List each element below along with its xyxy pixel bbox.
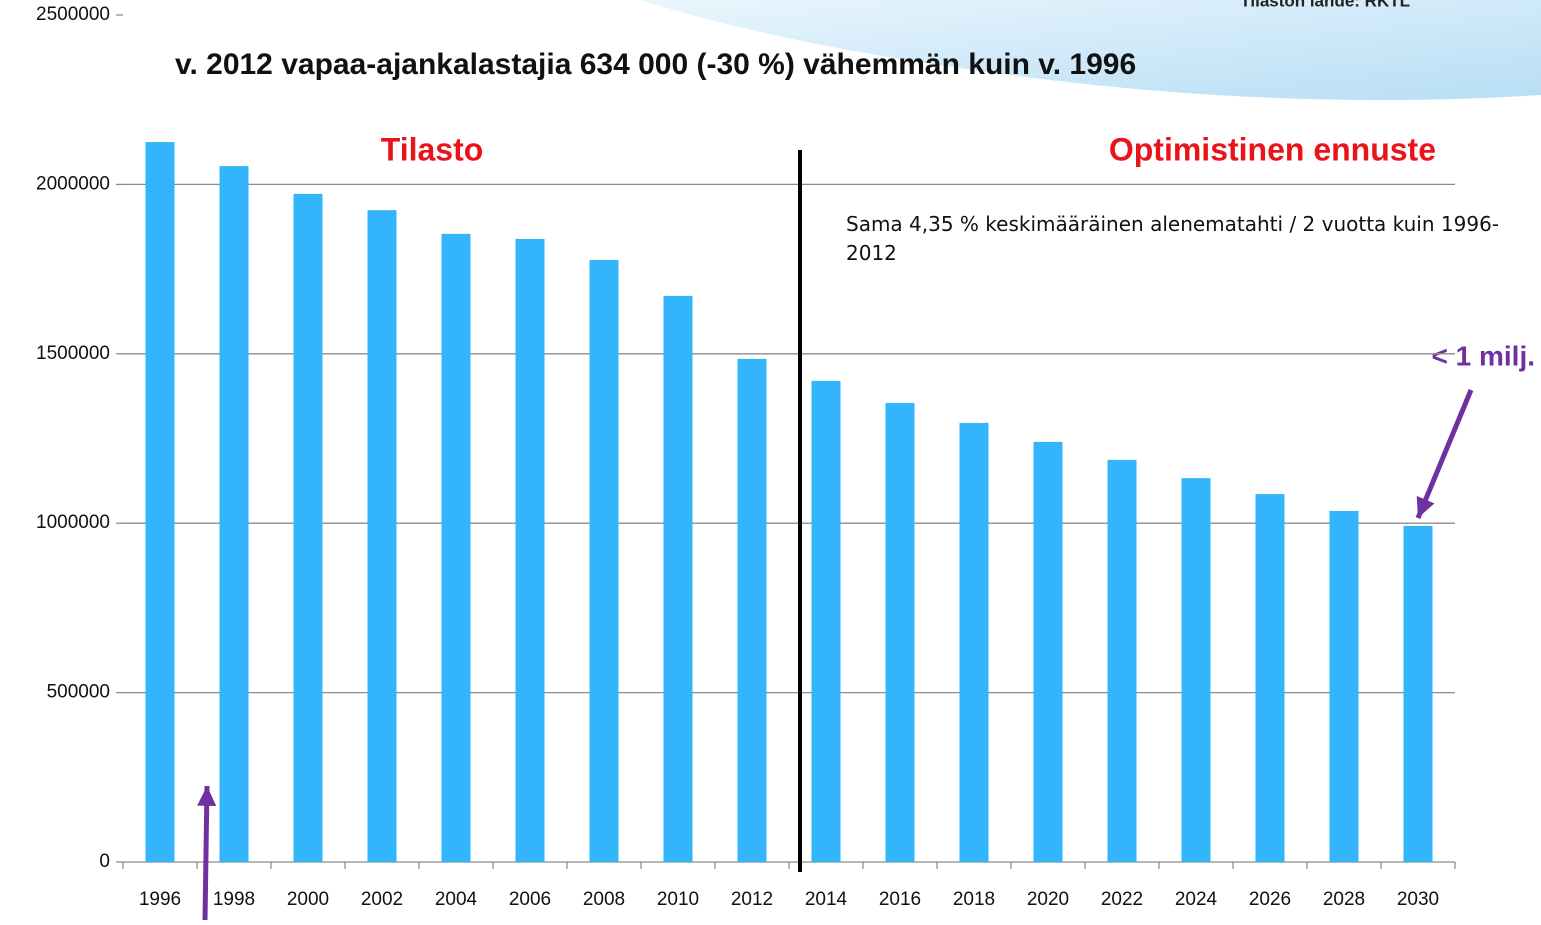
chart-title: v. 2012 vapaa-ajankalastajia 634 000 (-3… <box>175 48 1136 81</box>
x-tick-label: 2030 <box>1397 889 1439 910</box>
arrow-head <box>197 786 217 806</box>
bar <box>515 238 545 863</box>
x-tick-label: 2016 <box>879 889 921 910</box>
x-tick-label: 2004 <box>435 889 478 910</box>
x-tick-label: 1998 <box>213 889 255 910</box>
x-tick-label: 2014 <box>805 889 848 910</box>
section-label: Optimistinen ennuste <box>1109 131 1436 167</box>
note-box: Sama 4,35 % keskimääräinen alenematahti … <box>846 212 1500 265</box>
y-tick-label: 1000000 <box>36 512 110 533</box>
bar <box>1255 494 1285 862</box>
plot: 0 500000 1000000 1500000 2000000 2500000 1996 1… <box>36 4 1456 910</box>
x-tick-label: 2020 <box>1027 889 1069 910</box>
bar <box>885 402 915 862</box>
note: Sama 4,35 % keskimääräinen alenematahti … <box>846 212 1500 265</box>
section-label: Tilasto <box>381 131 484 167</box>
y-tick-label: 500000 <box>47 682 110 703</box>
x-tick-label: 2002 <box>361 889 403 910</box>
bar <box>1033 441 1063 862</box>
bar <box>959 422 989 862</box>
bar <box>1329 511 1359 862</box>
x-tick-label: 2006 <box>509 889 551 910</box>
bar <box>811 380 841 862</box>
y-tick-label: 0 <box>99 851 110 872</box>
x-tick-label: 2012 <box>731 889 773 910</box>
source: Tilaston lähde: RKTL <box>1240 0 1410 10</box>
decoration <box>640 0 1541 100</box>
arrow <box>202 785 210 921</box>
bar <box>367 210 397 862</box>
x-tick-label: 2026 <box>1249 889 1291 910</box>
bar <box>145 142 175 863</box>
x-tick-label: 2028 <box>1323 889 1365 910</box>
arrow <box>1415 389 1474 519</box>
bar <box>1107 459 1137 862</box>
x-tick-label: 2024 <box>1175 889 1218 910</box>
bar <box>219 166 249 862</box>
y-tick-label: 2500000 <box>36 4 110 25</box>
callout: < 1 milj. <box>1432 340 1536 371</box>
y-tick-label: 1500000 <box>36 343 110 364</box>
x-tick-label: 2018 <box>953 889 995 910</box>
bar <box>441 233 471 862</box>
x-tick-label: 2000 <box>287 889 329 910</box>
x-tick-label: 2022 <box>1101 889 1143 910</box>
bar <box>1403 525 1433 862</box>
bar <box>737 358 767 862</box>
x-tick-label: 2010 <box>657 889 699 910</box>
bar <box>589 259 619 862</box>
x-tick-label: 2008 <box>583 889 625 910</box>
bar <box>1181 478 1211 862</box>
bar <box>663 295 693 862</box>
arrow-head <box>1416 496 1435 518</box>
x-tick-label: 1996 <box>139 889 181 910</box>
bar <box>293 193 323 862</box>
y-tick-label: 2000000 <box>36 173 110 194</box>
